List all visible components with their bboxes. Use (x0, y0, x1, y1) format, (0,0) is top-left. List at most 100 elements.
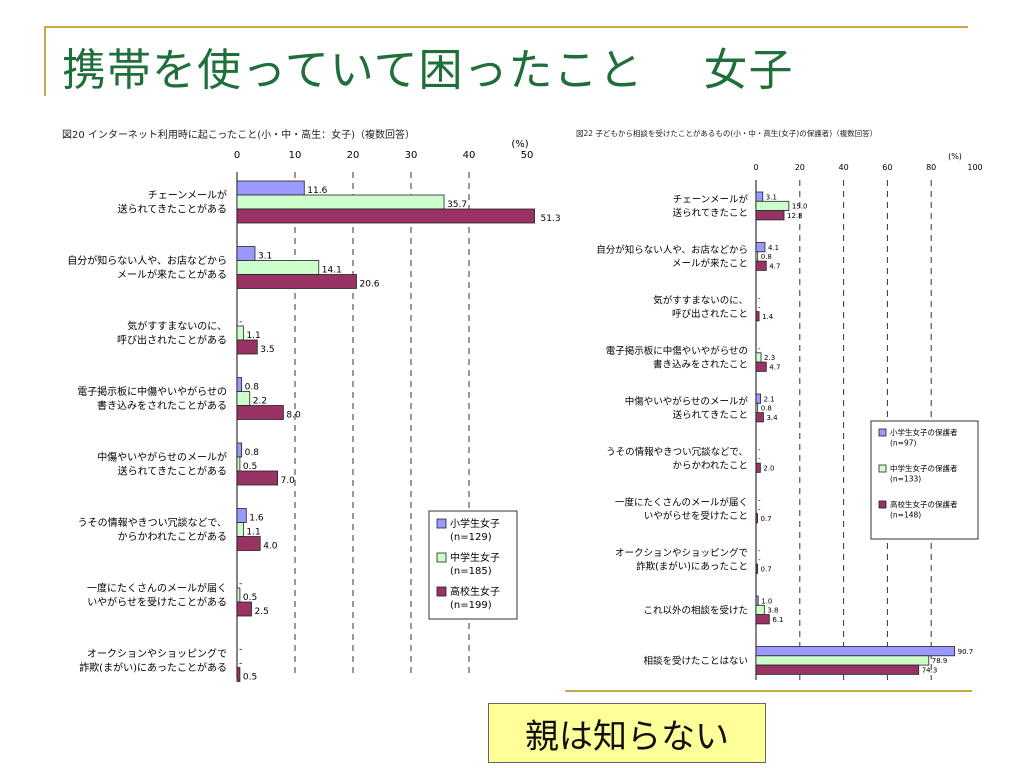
unit-label: (%) (511, 139, 528, 150)
bar (755, 251, 759, 262)
bar (755, 361, 767, 372)
no-data-mark: - (758, 556, 761, 564)
data-label: 1.6 (249, 514, 264, 524)
x-tick-label: 80 (926, 163, 936, 172)
bar (236, 536, 261, 551)
no-data-mark: - (758, 294, 761, 302)
data-label: 1.1 (246, 331, 260, 341)
data-label: 0.5 (243, 462, 257, 472)
data-label: 1.1 (246, 528, 260, 538)
legend-box (428, 510, 518, 620)
data-label: 4.1 (768, 244, 779, 252)
no-data-mark: - (239, 645, 242, 655)
bar (755, 191, 764, 202)
bar (755, 352, 762, 363)
x-tick-label: 60 (882, 163, 892, 172)
legend-label: 高校生女子の保護者 (890, 499, 958, 509)
right-chart-title: 図22 子どもから相談を受けたことがあるもの(小・中・高生(女子)の保護者)（複… (576, 129, 878, 138)
data-label: 3.1 (766, 193, 777, 201)
bar (236, 667, 241, 682)
category-label: 詐欺(まがい)にあったことがある (79, 661, 227, 674)
bar (236, 208, 535, 224)
data-label: 0.7 (761, 515, 772, 523)
bar (755, 412, 764, 423)
no-data-mark: - (758, 345, 761, 353)
data-label: 2.2 (253, 397, 267, 407)
category-label: 送られてきたこと (673, 207, 748, 219)
data-label: 14.1 (322, 266, 342, 276)
data-label: 0.8 (761, 405, 772, 413)
x-tick-label: 50 (521, 150, 534, 161)
x-tick-label: 10 (289, 150, 302, 161)
category-label: からかわれたことがある (118, 530, 228, 543)
legend-swatch (878, 500, 887, 509)
category-label: うその情報やきつい冗談などで、 (606, 446, 748, 458)
bottom-rule (565, 690, 972, 692)
category-label: チェーンメールが (673, 194, 749, 206)
left-chart-title: 図20 インターネット利用時に起こったこと(小・中・高生：女子)（複数回答） (62, 130, 416, 141)
bar (755, 604, 765, 615)
category-label: からかわれたこと (672, 461, 748, 472)
data-label: 3.1 (258, 252, 272, 262)
no-data-mark: - (758, 455, 761, 463)
unit-label: (%) (948, 152, 962, 161)
category-label: 呼び出されたこと (672, 308, 748, 320)
legend-n: (n=129) (450, 532, 492, 543)
data-label: 2.3 (764, 354, 775, 362)
bar (755, 563, 758, 574)
legend-n: (n=185) (450, 566, 492, 577)
data-label: 12.8 (787, 212, 803, 220)
legend-label: 小学生女子 (450, 517, 500, 530)
legend-n: (n=148) (890, 511, 921, 520)
data-label: 20.6 (359, 280, 379, 290)
category-label: 送られてきたことがある (118, 203, 227, 216)
category-label: 気がすすまないのに、 (127, 320, 227, 333)
no-data-mark: - (758, 547, 761, 555)
x-tick-label: 0 (753, 163, 758, 172)
x-tick-label: 0 (234, 150, 240, 161)
data-label: 3.4 (766, 414, 778, 422)
legend-swatch (436, 518, 447, 529)
bar (755, 513, 758, 524)
category-label: 一度にたくさんのメールが届く (615, 497, 748, 509)
category-label: 気がすすまないのに、 (653, 295, 748, 307)
data-label: 0.5 (243, 593, 257, 603)
category-label: 書き込みをされたこと (653, 359, 748, 371)
category-label: いやがらせを受けたことがある (87, 596, 227, 609)
category-label: いやがらせを受けたこと (644, 510, 748, 522)
data-label: 0.5 (243, 673, 257, 683)
category-label: メールが来たこと (672, 258, 748, 270)
category-label: 自分が知らない人や、お店などから (67, 254, 227, 267)
category-label: 送られてきたこと (673, 409, 748, 421)
category-label: うその情報やきつい冗談などで、 (78, 516, 227, 529)
no-data-mark: - (758, 446, 761, 454)
category-label: メールが来たことがある (117, 268, 227, 281)
data-label: 90.7 (958, 648, 974, 656)
data-label: 2.5 (255, 607, 269, 617)
data-label: 0.8 (245, 448, 260, 458)
category-label: 電子掲示板に中傷やいやがらせの (606, 345, 748, 357)
category-label: チェーンメールが (148, 189, 227, 202)
legend-n: (n=133) (890, 475, 921, 484)
category-label: オークションやショッピングで (87, 647, 227, 660)
bar (755, 664, 920, 675)
category-label: 一度にたくさんのメールが届く (87, 582, 227, 595)
category-label: これ以外の相談を受けた (643, 604, 748, 616)
legend-n: (n=97) (890, 439, 917, 448)
data-label: 1.4 (762, 313, 774, 321)
no-data-mark: - (239, 317, 242, 327)
bar (755, 402, 759, 413)
category-label: 相談を受けたことはない (643, 655, 748, 667)
data-label: 6.1 (772, 616, 783, 624)
data-label: 4.7 (769, 262, 780, 270)
data-label: 1.0 (761, 597, 772, 605)
x-tick-label: 40 (839, 163, 849, 172)
no-data-mark: - (758, 506, 761, 514)
data-label: 0.8 (245, 383, 260, 393)
legend-box (870, 420, 979, 540)
data-label: 7.0 (281, 476, 296, 486)
legend-swatch (436, 552, 447, 563)
title-rule-left (44, 26, 46, 96)
